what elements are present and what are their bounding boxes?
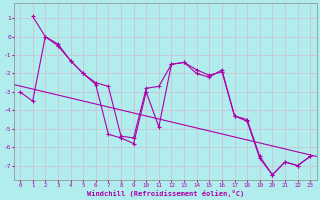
X-axis label: Windchill (Refroidissement éolien,°C): Windchill (Refroidissement éolien,°C) <box>86 190 244 197</box>
